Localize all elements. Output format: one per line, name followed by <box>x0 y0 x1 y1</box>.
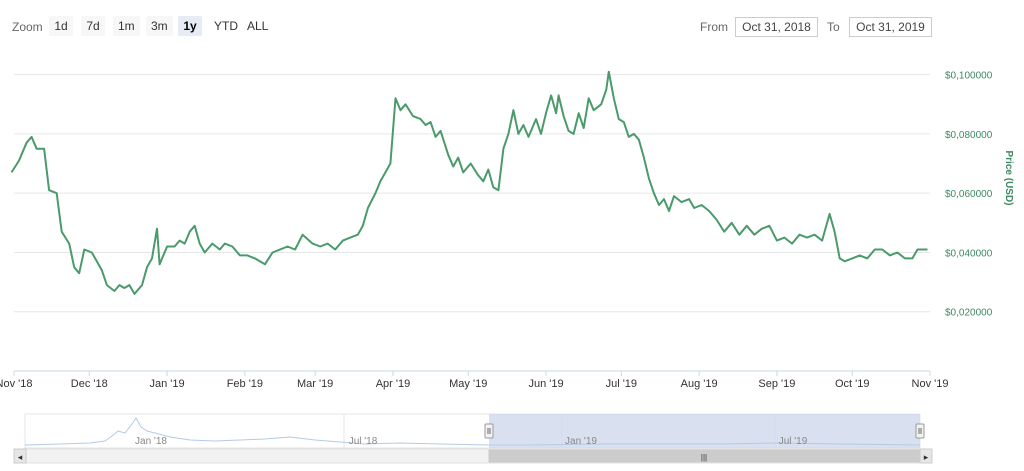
zoom-1m-button[interactable]: 1m <box>113 16 140 36</box>
zoom-7d-button[interactable]: 7d <box>81 16 105 36</box>
scrollbar-grip-icon: ||| <box>701 453 707 462</box>
zoom-ytd-button[interactable]: YTD <box>214 19 238 33</box>
price-series-line <box>10 70 928 295</box>
grid-lines <box>14 74 930 313</box>
to-date-input[interactable]: Oct 31, 2019 <box>849 17 932 37</box>
zoom-all-button[interactable]: ALL <box>247 19 269 33</box>
x-tick-label: Sep '19 <box>758 378 795 390</box>
navigator-left-handle[interactable] <box>484 423 494 439</box>
navigator-series-line <box>24 417 921 446</box>
scrollbar-right-button[interactable] <box>919 448 933 464</box>
x-tick-label: Nov '19 <box>912 378 949 390</box>
navigator-selected-range[interactable] <box>489 414 920 448</box>
x-tick-label: Mar '19 <box>297 378 333 390</box>
zoom-1d-button[interactable]: 1d <box>49 16 73 36</box>
navigator-tick-label: Jul '18 <box>349 436 378 447</box>
x-tick-label: Aug '19 <box>681 378 718 390</box>
y-axis-labels: $0,020000 $0,040000 $0,060000 $0,080000 $0,1… <box>945 71 993 319</box>
navigator[interactable]: Jan '18 Jul '18 Jan '19 Jul '19 <box>24 413 925 449</box>
x-tick-label: Jun '19 <box>528 378 563 390</box>
navigator-tick-label: Jan '18 <box>135 436 167 447</box>
y-axis-title: Price (USD) <box>1003 150 1014 205</box>
navigator-tick-label: Jan '19 <box>565 436 597 447</box>
y-tick-label: $0,020000 <box>945 308 993 319</box>
scrollbar[interactable]: ◂ ||| ▸ <box>13 448 933 464</box>
scrollbar-left-arrow-icon: ◂ <box>18 452 23 462</box>
scrollbar-right-arrow-icon: ▸ <box>924 452 929 462</box>
scrollbar-left-button[interactable] <box>13 448 27 464</box>
zoom-label: Zoom <box>12 20 43 34</box>
from-date-input[interactable]: Oct 31, 2018 <box>735 17 818 37</box>
x-tick-label: Apr '19 <box>376 378 411 390</box>
zoom-3m-button[interactable]: 3m <box>146 16 173 36</box>
x-tick-label: May '19 <box>449 378 487 390</box>
y-tick-label: $0,040000 <box>945 248 993 259</box>
y-tick-label: $0,100000 <box>945 71 993 82</box>
x-tick-label: Jul '19 <box>606 378 637 390</box>
zoom-1y-button[interactable]: 1y <box>178 16 202 36</box>
navigator-right-handle[interactable] <box>915 423 925 439</box>
to-label: To <box>827 20 840 34</box>
x-tick-label: Dec '18 <box>71 378 108 390</box>
x-tick-label: Jan '19 <box>150 378 185 390</box>
y-tick-label: $0,060000 <box>945 189 993 200</box>
from-label: From <box>700 20 728 34</box>
x-tick-label: Oct '19 <box>835 378 870 390</box>
x-tick-label: Feb '19 <box>227 378 263 390</box>
x-tick-label: Nov '18 <box>0 378 32 390</box>
y-tick-label: $0,080000 <box>945 130 993 141</box>
navigator-tick-label: Jul '19 <box>779 436 808 447</box>
x-axis-labels: Nov '18 Dec '18 Jan '19 Feb '19 Mar '19 Apr '… <box>0 371 948 390</box>
